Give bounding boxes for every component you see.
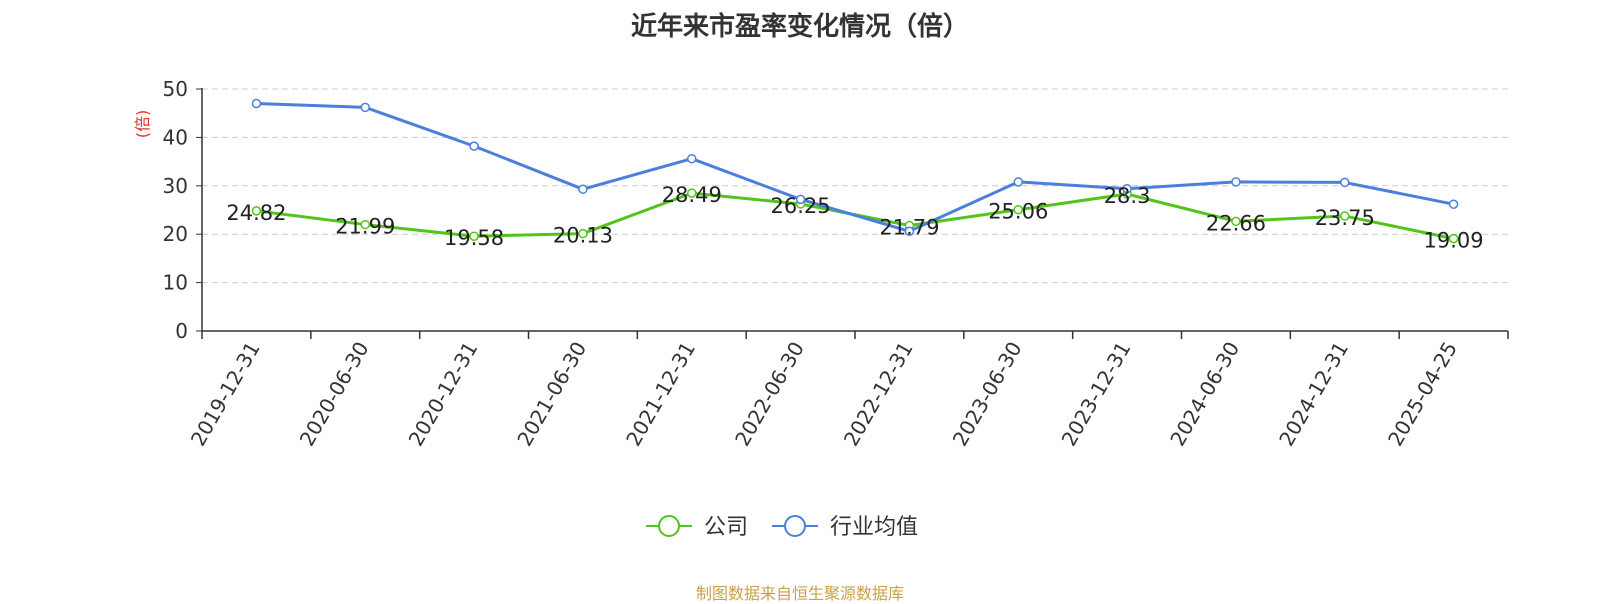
y-tick-label: 0 <box>175 319 188 343</box>
data-point <box>1340 211 1350 221</box>
data-point <box>251 206 262 216</box>
x-tick-label: 2025-04-25 <box>1383 338 1462 451</box>
data-point <box>687 153 697 164</box>
x-tick-label: 2020-12-31 <box>404 338 483 451</box>
data-label: 21.99 <box>335 215 395 239</box>
legend-marker <box>784 515 806 537</box>
legend-marker <box>658 515 680 537</box>
axes: 0 10 20 30 40 50 2019-12-31 2020-06-30 2020-12-3… <box>163 77 1509 451</box>
x-tick-label: 2020-06-30 <box>295 338 374 451</box>
legend-item-industry-average[interactable]: 行业均值 <box>772 515 918 540</box>
data-label: 22.66 <box>1206 211 1266 235</box>
x-tick-label: 2024-06-30 <box>1165 338 1244 451</box>
data-label: 24.82 <box>226 201 286 225</box>
series-line-1 <box>256 102 1454 233</box>
data-point <box>1122 183 1132 194</box>
legend-item-company[interactable]: 公司 <box>646 515 748 540</box>
y-tick-label: 10 <box>163 271 188 295</box>
legend-label: 行业均值 <box>830 515 918 540</box>
y-tick-label: 20 <box>163 222 188 246</box>
y-tick-label: 30 <box>163 174 188 198</box>
data-labels: 24.82 21.99 19.58 20.13 28.49 26.25 21.79 25.06… <box>226 183 1483 252</box>
data-point <box>469 141 479 151</box>
data-point <box>578 184 588 194</box>
x-tick-label: 2021-12-31 <box>621 338 700 451</box>
data-point <box>1340 177 1350 188</box>
data-label: 20.13 <box>553 224 613 248</box>
data-point <box>795 194 806 205</box>
x-tick-label: 2021-06-30 <box>512 338 591 451</box>
x-tick-label: 2023-12-31 <box>1057 338 1136 451</box>
x-tick-label: 2023-06-30 <box>948 338 1027 451</box>
data-point <box>687 188 697 198</box>
data-point <box>1231 177 1241 187</box>
data-point <box>578 228 588 239</box>
x-tick-label: 2019-12-31 <box>186 338 265 451</box>
data-point <box>1013 204 1023 215</box>
x-tick-label: 2022-06-30 <box>730 338 809 451</box>
data-point <box>1448 233 1459 244</box>
data-label: 26.25 <box>771 194 831 218</box>
data-point <box>360 102 370 113</box>
chart-title: 近年来市盈率变化情况（倍） <box>630 12 969 42</box>
data-label: 21.79 <box>879 216 939 240</box>
data-label: 28.3 <box>1104 184 1151 208</box>
data-point <box>360 219 370 230</box>
x-tick-label: 2024-12-31 <box>1274 338 1353 451</box>
legend[interactable]: 公司 行业均值 <box>646 515 918 540</box>
data-label: 25.06 <box>988 200 1048 224</box>
data-label: 19.58 <box>444 226 504 250</box>
y-tick-label: 50 <box>163 77 188 101</box>
grid-lines <box>202 88 1508 284</box>
data-source-note: 制图数据来自恒生聚源数据库 <box>695 584 904 603</box>
data-point <box>1448 199 1459 209</box>
series <box>251 98 1459 244</box>
y-tick-label: 40 <box>163 125 188 149</box>
data-point <box>251 98 262 109</box>
data-label: 28.49 <box>662 183 722 207</box>
data-point <box>469 231 479 241</box>
legend-label: 公司 <box>704 515 748 540</box>
data-point <box>1013 177 1023 187</box>
data-label: 23.75 <box>1315 206 1375 230</box>
data-point <box>904 226 915 237</box>
data-point <box>1231 216 1241 227</box>
y-axis-label: (倍) <box>133 110 152 139</box>
data-label: 19.09 <box>1424 229 1484 253</box>
x-tick-label: 2022-12-31 <box>839 338 918 451</box>
